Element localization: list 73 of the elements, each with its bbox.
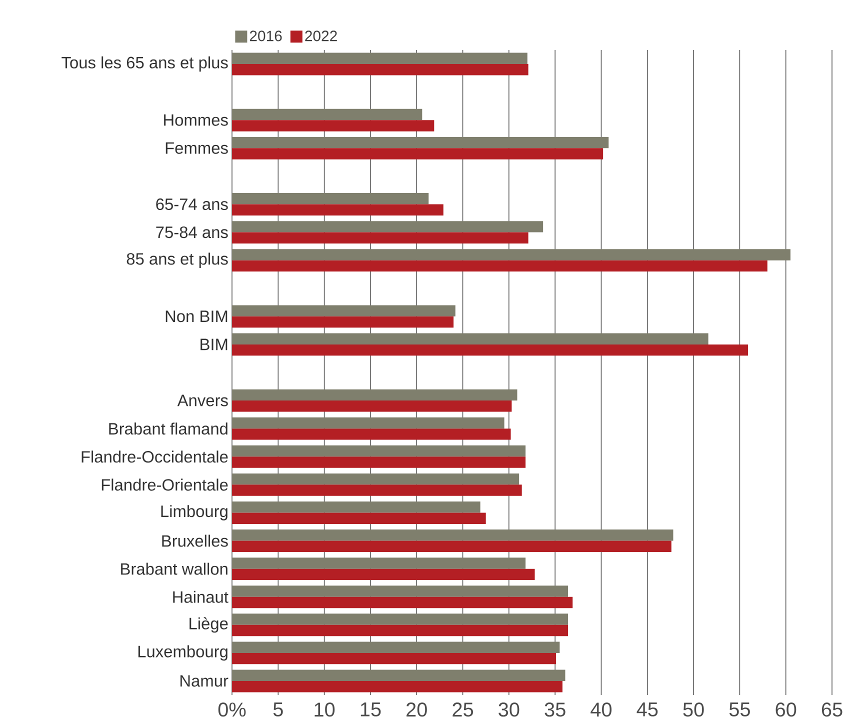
bar <box>232 316 454 328</box>
y-tick-label: Brabant wallon <box>121 562 228 575</box>
x-tick-label: 55 <box>729 702 750 716</box>
x-tick-label: 40 <box>590 702 612 717</box>
bar <box>232 249 790 260</box>
bar <box>232 305 456 316</box>
bar <box>232 614 568 625</box>
x-tick-label: 60 <box>776 702 796 717</box>
x-tick-label: 65 <box>822 702 842 717</box>
y-tick-label: 75-84 ans <box>156 226 228 238</box>
bar <box>232 64 528 76</box>
bar <box>232 389 518 401</box>
legend-label: 2016 <box>250 30 282 42</box>
bar <box>232 428 511 440</box>
y-tick-label: Brabant flamand <box>109 422 228 435</box>
y-tick-label: Liège <box>190 617 228 633</box>
bar <box>232 624 568 636</box>
x-tick-label: 35 <box>544 702 566 717</box>
bar <box>232 417 504 429</box>
y-tick-label: Femmes <box>166 142 228 154</box>
bar <box>232 484 522 496</box>
x-tick-label: 0% <box>218 702 246 717</box>
bar <box>232 221 544 232</box>
x-tick-label: 30 <box>498 702 520 717</box>
y-tick-label: Flandre-Occidentale <box>82 450 228 463</box>
y-tick-label: Luxembourg <box>138 645 228 661</box>
y-tick-label: Limbourg <box>161 505 228 520</box>
bar <box>232 473 520 485</box>
bar <box>232 344 748 356</box>
y-tick-label: 85 ans et plus <box>126 252 228 268</box>
bar <box>232 260 768 272</box>
bar <box>232 232 528 244</box>
bar <box>232 148 604 160</box>
x-tick-label: 15 <box>360 702 381 716</box>
bar <box>232 193 429 204</box>
y-tick-label: Hainaut <box>173 590 228 603</box>
bar <box>232 502 480 513</box>
bar <box>232 512 486 524</box>
y-tick-label: 65-74 ans <box>156 198 228 210</box>
bar <box>232 400 512 412</box>
y-tick-label: BIM <box>200 338 228 350</box>
y-tick-label: Bruxelles <box>162 534 228 547</box>
bar <box>232 120 434 132</box>
bar <box>232 670 566 681</box>
y-tick-label: Flandre-Orientale <box>102 478 228 491</box>
bar <box>232 136 609 148</box>
y-tick-label: Anvers <box>177 394 228 406</box>
bar <box>232 52 528 64</box>
bar <box>232 108 422 120</box>
y-tick-label: Tous les 65 ans et plus <box>62 56 228 72</box>
x-tick-label: 5 <box>273 702 283 716</box>
x-tick-label: 25 <box>452 702 474 717</box>
x-tick-label: 50 <box>683 702 704 717</box>
bar <box>232 586 568 597</box>
bar <box>232 445 526 457</box>
bar <box>232 568 535 580</box>
bar <box>232 530 674 541</box>
bar <box>232 652 556 664</box>
bar <box>232 333 708 344</box>
x-tick-label: 10 <box>314 702 335 717</box>
bar <box>232 456 526 468</box>
bar <box>232 540 672 552</box>
bar <box>232 680 562 692</box>
bar <box>232 558 526 569</box>
bar <box>232 596 573 608</box>
bar <box>232 642 560 653</box>
x-tick-label: 20 <box>406 702 427 717</box>
bar <box>232 204 444 216</box>
legend-label: 2022 <box>305 30 337 42</box>
y-tick-label: Non BIM <box>166 310 228 322</box>
y-tick-label: Namur <box>180 675 228 687</box>
x-tick-label: 45 <box>636 702 658 716</box>
y-tick-label: Hommes <box>164 114 228 126</box>
